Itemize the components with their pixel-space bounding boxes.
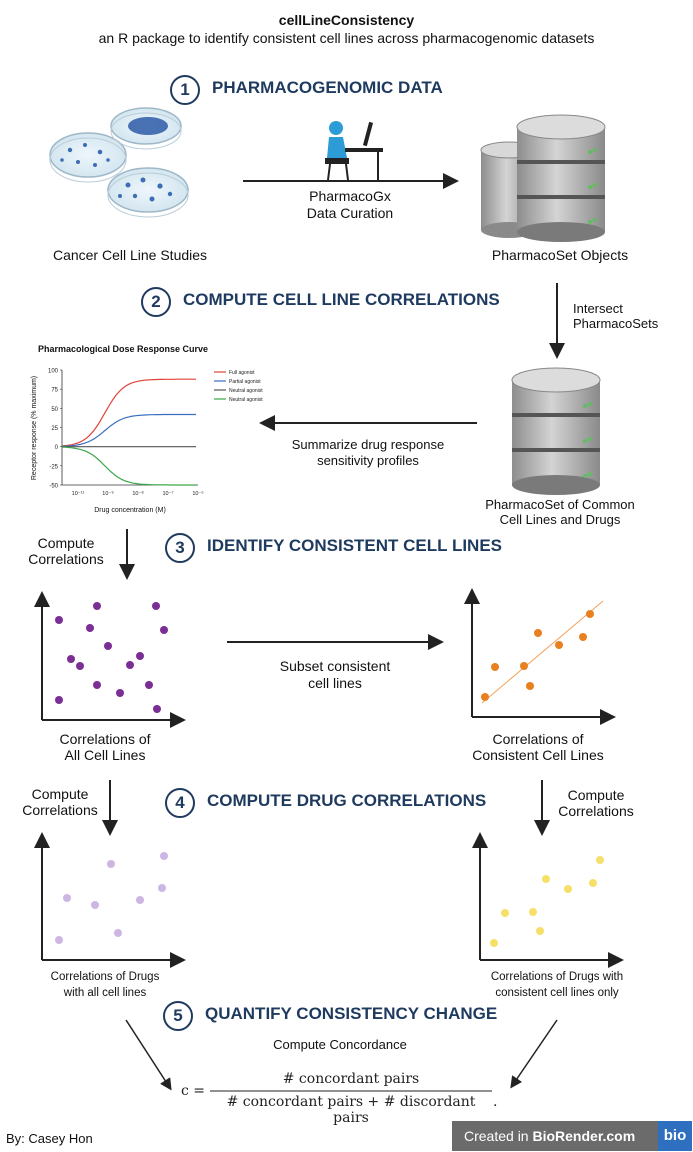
author-credit: By: Casey Hon	[6, 1131, 93, 1146]
compute-correlations-2-line1: Compute	[31, 786, 89, 802]
chart-legend-label: Neutral agonist	[229, 397, 263, 403]
chart-legend-label: Partial agonist	[229, 379, 261, 385]
intersect-label-line2: PharmacoSets	[573, 316, 659, 331]
compute-concordance-label: Compute Concordance	[273, 1037, 407, 1052]
formula-denominator: # concordant pairs + # discordant pairs	[226, 1094, 476, 1126]
formula-period: .	[493, 1094, 498, 1110]
intersect-label-line1: Intersect	[573, 301, 623, 316]
petri-dish-icon	[49, 107, 189, 218]
scatter-drugs-all	[34, 832, 186, 968]
step-5-title: QUANTIFY CONSISTENCY CHANGE	[205, 1004, 498, 1023]
corr-all-label-line1: Correlations of	[59, 731, 151, 747]
subset-label-line2: cell lines	[308, 675, 362, 691]
chart-y-tick-label: 0	[55, 445, 59, 451]
chart-y-tick-label: 75	[51, 388, 58, 394]
biorender-badge[interactable]: Created in BioRender.com bio	[452, 1121, 692, 1151]
compute-correlations-3-line1: Compute	[567, 787, 625, 803]
step-1-title: PHARMACOGENOMIC DATA	[212, 78, 443, 97]
step-2-title: COMPUTE CELL LINE CORRELATIONS	[183, 290, 500, 309]
chart-y-tick-label: -25	[49, 464, 58, 470]
step-4-number: 4	[165, 788, 195, 818]
step-1-number: 1	[170, 75, 200, 105]
formula-numerator: # concordant pairs	[282, 1071, 420, 1087]
chart-x-tick-label: 10⁻⁵	[192, 490, 203, 497]
researcher-computer-icon	[325, 121, 383, 181]
common-set-label-line2: Cell Lines and Drugs	[499, 512, 621, 527]
compute-correlations-1-line2: Correlations	[28, 551, 104, 567]
step-4-title: COMPUTE DRUG CORRELATIONS	[207, 791, 487, 810]
chart-y-tick-label: -50	[49, 484, 58, 490]
chart-series-line	[61, 378, 196, 447]
common-set-label-line1: PharmacoSet of Common	[485, 497, 635, 512]
biorender-brand: BioRender.com	[532, 1128, 636, 1144]
step-5-number: 5	[163, 1001, 193, 1031]
database-stack-icon	[480, 114, 606, 242]
cancer-studies-label: Cancer Cell Line Studies	[52, 247, 208, 263]
chart-y-label: Receptor response (% maximum)	[31, 376, 38, 480]
corr-consistent-label-line2: Consistent Cell Lines	[472, 747, 604, 763]
summarize-label-line2: sensitivity profiles	[317, 453, 419, 468]
compute-correlations-2-line2: Correlations	[22, 802, 98, 818]
chart-legend-label: Full agonist	[229, 370, 255, 376]
scatter-drugs-consistent	[472, 832, 624, 968]
page-subtitle: an R package to identify consistent cell…	[98, 30, 595, 46]
curation-label-line2: Data Curation	[306, 205, 394, 221]
step-3-number: 3	[165, 533, 195, 563]
curation-label-line1: PharmacoGx	[309, 188, 391, 204]
chart-title: Pharmacological Dose Response Curve	[38, 344, 208, 354]
chart-legend-label: Neutral agonist	[229, 388, 263, 394]
chart-y-tick-label: 25	[51, 426, 58, 432]
corr-all-label-line2: All Cell Lines	[64, 747, 146, 763]
drugs-consistent-label-line1: Correlations of Drugs with	[490, 971, 624, 983]
scatter-all-cell-lines	[34, 591, 186, 728]
biorender-prefix: Created in	[464, 1128, 533, 1144]
chart-x-tick-label: 10⁻⁷	[162, 490, 173, 497]
subset-label-line1: Subset consistent	[279, 658, 391, 674]
chart-y-tick-label: 100	[48, 369, 59, 375]
chart-x-tick-label: 10⁻¹¹	[72, 491, 85, 497]
step-3-title: IDENTIFY CONSISTENT CELL LINES	[207, 536, 503, 555]
compute-correlations-3-line2: Correlations	[558, 803, 634, 819]
chart-x-tick-label: 10⁻⁸	[132, 490, 143, 497]
formula-lhs: c =	[181, 1083, 206, 1099]
scatter-consistent-cell-lines	[464, 588, 616, 725]
common-database-icon	[511, 367, 601, 495]
page-title: cellLineConsistency	[278, 12, 415, 28]
dose-response-chart: Pharmacological Dose Response Curve 100 7…	[31, 344, 263, 514]
chart-y-tick-label: 50	[51, 407, 58, 413]
chart-x-label: Drug concentration (M)	[94, 507, 166, 514]
pharmacoset-objects-label: PharmacoSet Objects	[491, 247, 629, 263]
drugs-all-label-line1: Correlations of Drugs	[50, 971, 160, 983]
summarize-label-line1: Summarize drug response	[291, 437, 445, 452]
chart-series-line	[61, 446, 196, 486]
step-2-number: 2	[141, 287, 171, 317]
drugs-consistent-label-line2: consistent cell lines only	[495, 987, 619, 999]
chart-series-line	[61, 413, 196, 447]
biorender-logo-icon: bio	[658, 1121, 692, 1151]
drugs-all-label-line2: with all cell lines	[63, 987, 147, 999]
chart-x-tick-label: 10⁻⁹	[102, 490, 113, 497]
compute-correlations-1-line1: Compute	[37, 535, 95, 551]
corr-consistent-label-line1: Correlations of	[492, 731, 584, 747]
